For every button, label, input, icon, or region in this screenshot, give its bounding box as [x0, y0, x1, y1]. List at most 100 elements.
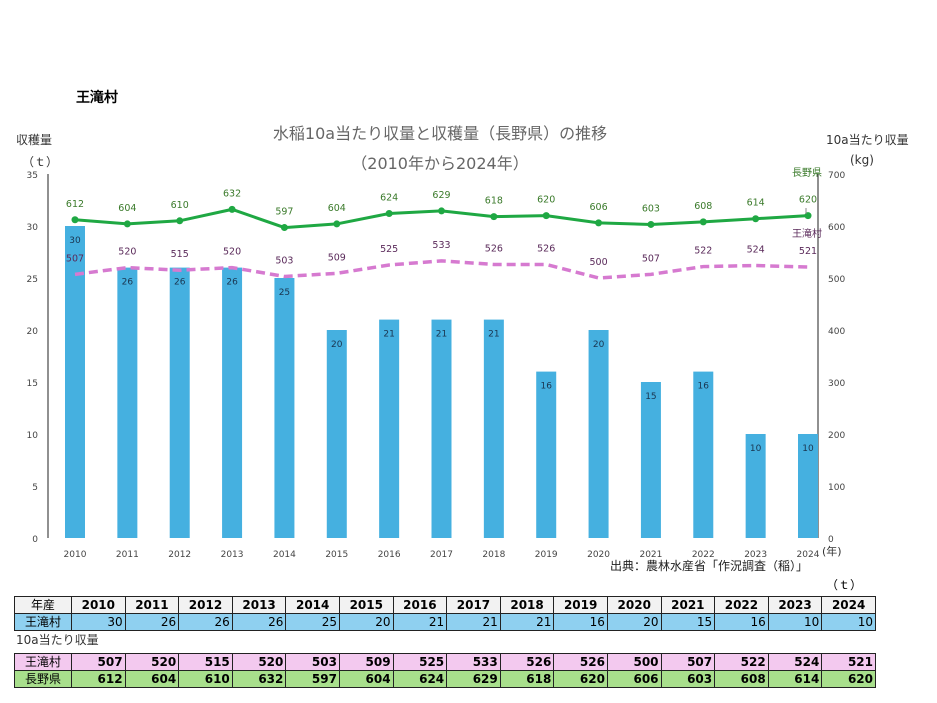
pref-point [123, 220, 131, 228]
table-cell: 25 [285, 613, 340, 631]
table-row: 王滝村 30 26 26 26 25 20 21 21 21 16 20 15 16 10 10 [14, 613, 876, 631]
table-cell: 604 [124, 670, 180, 688]
pref-point [699, 218, 707, 226]
village-data-label: 500 [590, 257, 608, 268]
table-cell: 612 [71, 670, 126, 688]
pref-data-label: 624 [380, 193, 398, 204]
table-cell: 503 [285, 653, 340, 671]
table-cell: 525 [392, 653, 448, 671]
right-tick-label: 400 [828, 327, 845, 337]
village-data-label: 520 [118, 247, 136, 258]
table-cell: 16 [553, 613, 608, 631]
table-cell: 610 [178, 670, 233, 688]
pref-data-label: 620 [537, 195, 555, 206]
legend-village: 王滝村 [792, 227, 822, 240]
bar-2020 [588, 330, 609, 538]
table-cell: 500 [606, 653, 662, 671]
pref-point [280, 224, 288, 232]
left-tick-label: 25 [27, 275, 38, 285]
bar-label: 26 [226, 278, 238, 288]
table-cell: 604 [338, 670, 394, 688]
table-cell: 26 [231, 613, 287, 631]
source-note: 出典：農林水産省「作況調査（稲）」 [610, 559, 809, 573]
bar-2018 [483, 319, 504, 538]
bar-label: 20 [593, 340, 605, 350]
pref-data-label: 604 [328, 203, 346, 214]
table-cell: 30 [71, 613, 126, 631]
table-cell: 10 [767, 613, 823, 631]
pref-data-label: 597 [275, 207, 293, 218]
pref-point [490, 213, 498, 221]
table-cell: 21 [446, 613, 501, 631]
harvest-table: 年産 2010 2011 2012 2013 2014 2015 2016 2017 2018 20… [14, 596, 876, 631]
x-tick-label: 2018 [482, 550, 505, 560]
x-tick-label: 2017 [430, 550, 453, 560]
table-cell: 2011 [124, 596, 180, 614]
table-cell: 629 [446, 670, 501, 688]
table-cell: 16 [714, 613, 769, 631]
table-cell: 2020 [606, 596, 662, 614]
x-axis-unit: (年) [822, 544, 842, 558]
table-cell: 15 [660, 613, 716, 631]
table-cell: 2022 [714, 596, 769, 614]
pref-point [438, 207, 445, 215]
table-cell: 2010 [71, 596, 126, 614]
bar-label: 10 [750, 444, 762, 454]
village-data-label: 524 [747, 245, 765, 256]
table-cell: 507 [71, 653, 126, 671]
chart-subtitle: （2010年から2024年） [351, 154, 528, 173]
village-data-label: 503 [275, 255, 293, 266]
right-tick-label: 0 [828, 535, 834, 545]
table-row: 王滝村 507 520 515 520 503 509 525 533 526 526 500 507 5… [14, 653, 876, 671]
yield-table: 王滝村 507 520 515 520 503 509 525 533 526 526 500 507 5… [14, 653, 876, 688]
bar-label: 21 [436, 330, 447, 340]
table-cell: 21 [392, 613, 448, 631]
table-cell: 20 [606, 613, 662, 631]
table-cell: 507 [660, 653, 716, 671]
bar-2014 [274, 278, 295, 538]
x-tick-label: 2024 [797, 550, 820, 560]
left-axis-unit: （ｔ） [22, 155, 58, 169]
right-axis-unit: (kg) [850, 153, 874, 167]
table-row: 年産 2010 2011 2012 2013 2014 2015 2016 2017 2018 20… [14, 596, 876, 614]
village-data-label: 509 [328, 252, 346, 263]
table-cell: 620 [553, 670, 608, 688]
table-cell: 522 [714, 653, 769, 671]
bar-label: 21 [488, 330, 499, 340]
pref-point [385, 210, 393, 218]
bar-label: 10 [802, 444, 814, 454]
table-cell: 10 [821, 613, 876, 631]
table-cell: 2019 [553, 596, 608, 614]
pref-point [595, 219, 603, 227]
right-tick-label: 200 [828, 431, 845, 441]
row-label: 王滝村 [14, 653, 72, 671]
table-cell: 21 [499, 613, 555, 631]
table-cell: 614 [767, 670, 823, 688]
table-cell: 526 [499, 653, 555, 671]
bar-2017 [431, 319, 452, 538]
pref-data-label: 612 [66, 199, 84, 210]
pref-point [228, 205, 236, 213]
bar-2021 [640, 382, 661, 538]
bar-label: 16 [698, 382, 710, 392]
row-label: 王滝村 [14, 613, 72, 631]
pref-point [71, 216, 79, 224]
bar-2011 [117, 267, 138, 538]
left-tick-label: 20 [27, 327, 39, 337]
village-data-label: 533 [432, 240, 450, 251]
table-cell: 2013 [231, 596, 287, 614]
bar-label: 21 [383, 330, 394, 340]
left-axis-label: 収穫量 [16, 133, 52, 147]
table-cell: 2018 [499, 596, 555, 614]
table-cell: 26 [178, 613, 233, 631]
x-tick-label: 2015 [325, 550, 348, 560]
x-tick-label: 2023 [744, 550, 767, 560]
table-cell: 520 [231, 653, 287, 671]
legend-pref: 長野県 [792, 167, 822, 179]
left-tick-label: 30 [27, 223, 39, 233]
right-tick-label: 500 [828, 275, 845, 285]
pref-point [647, 220, 655, 228]
x-tick-label: 2021 [639, 550, 662, 560]
table-row: 長野県 612 604 610 632 597 604 624 629 618 620 606 603 6… [14, 670, 876, 688]
row-label: 年産 [14, 596, 72, 614]
